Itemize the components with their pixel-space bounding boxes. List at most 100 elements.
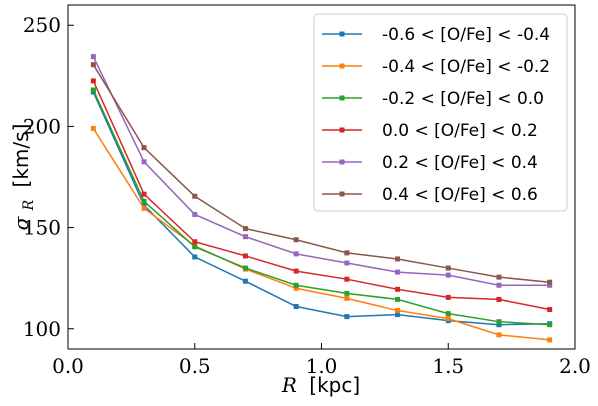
series-line xyxy=(92,80,550,311)
data-point xyxy=(547,322,553,328)
series-line xyxy=(92,89,550,326)
legend-entry: -0.4 < [O/Fe] < -0.2 xyxy=(322,57,550,77)
legend-label: 0.0 < [O/Fe] < 0.2 xyxy=(382,121,538,141)
data-point xyxy=(192,211,198,217)
y-axis-subscript: R xyxy=(21,199,37,211)
x-axis-label: R [kpc] xyxy=(281,373,360,397)
data-point xyxy=(445,294,451,300)
legend-marker xyxy=(339,95,345,101)
series-1 xyxy=(90,125,553,343)
series-line xyxy=(92,91,550,326)
data-point xyxy=(192,244,198,250)
ticks-layer: 0.0 0.5 1.0 1.5 2.0 100 150 200 250 xyxy=(23,13,591,378)
data-point xyxy=(395,286,401,292)
data-point xyxy=(293,251,299,257)
data-point xyxy=(395,312,401,318)
data-point xyxy=(547,337,553,343)
data-point xyxy=(547,279,553,285)
y-tick-label: 100 xyxy=(23,317,61,341)
data-point xyxy=(344,276,350,282)
x-axis-symbol: R xyxy=(281,373,297,397)
legend-label: 0.4 < [O/Fe] < 0.6 xyxy=(382,185,538,205)
x-tick-label: 0.0 xyxy=(52,354,84,378)
legend-label: -0.4 < [O/Fe] < -0.2 xyxy=(382,57,550,77)
legend-entry: -0.2 < [O/Fe] < 0.0 xyxy=(322,89,544,109)
series-2 xyxy=(90,87,553,328)
data-point xyxy=(344,295,350,301)
series-3 xyxy=(90,78,553,313)
data-point xyxy=(293,268,299,274)
x-axis-unit: [kpc] xyxy=(309,373,360,397)
data-point xyxy=(496,274,502,280)
data-point xyxy=(90,78,96,84)
data-point xyxy=(395,256,401,262)
legend-label: -0.6 < [O/Fe] < -0.4 xyxy=(382,25,550,45)
y-axis-symbol: σ xyxy=(9,215,33,230)
data-point xyxy=(344,260,350,266)
series-5 xyxy=(90,62,553,285)
legend-marker xyxy=(339,31,345,37)
data-point xyxy=(192,193,198,199)
y-tick-label: 250 xyxy=(23,13,61,37)
data-point xyxy=(445,316,451,322)
data-point xyxy=(141,198,147,204)
data-point xyxy=(293,304,299,310)
data-point xyxy=(496,319,502,325)
y-axis-unit: [km/s] xyxy=(9,124,33,188)
x-tick-label: 0.5 xyxy=(179,354,211,378)
data-point xyxy=(496,332,502,338)
legend-entry: -0.6 < [O/Fe] < -0.4 xyxy=(322,25,550,45)
data-point xyxy=(90,62,96,68)
y-axis-label: σ R [km/s] xyxy=(9,124,38,231)
data-point xyxy=(242,226,248,232)
data-point xyxy=(90,125,96,131)
data-point xyxy=(293,285,299,291)
data-point xyxy=(242,234,248,240)
data-point xyxy=(192,254,198,260)
data-point xyxy=(496,322,502,328)
series-layer xyxy=(90,54,553,343)
legend-marker xyxy=(339,191,345,197)
legend: -0.6 < [O/Fe] < -0.4 -0.4 < [O/Fe] < -0.2… xyxy=(313,13,568,212)
y-tick-label: 150 xyxy=(23,216,61,240)
legend-entry: 0.0 < [O/Fe] < 0.2 xyxy=(322,121,538,141)
data-point xyxy=(90,54,96,60)
data-point xyxy=(192,239,198,245)
data-point xyxy=(141,159,147,165)
data-point xyxy=(344,314,350,320)
data-point xyxy=(344,290,350,296)
data-point xyxy=(90,87,96,93)
data-point xyxy=(141,202,147,208)
data-point xyxy=(141,205,147,211)
data-point xyxy=(445,265,451,271)
data-point xyxy=(547,282,553,288)
x-tick-label: 1.0 xyxy=(306,354,338,378)
data-point xyxy=(395,296,401,302)
legend-marker xyxy=(339,63,345,69)
data-point xyxy=(445,311,451,317)
data-point xyxy=(547,307,553,313)
series-4 xyxy=(90,54,553,288)
data-point xyxy=(242,253,248,259)
data-point xyxy=(242,278,248,284)
data-point xyxy=(496,282,502,288)
data-point xyxy=(395,269,401,275)
legend-box xyxy=(313,13,568,212)
legend-entry: 0.2 < [O/Fe] < 0.4 xyxy=(322,153,538,173)
data-point xyxy=(496,296,502,302)
data-point xyxy=(395,308,401,314)
legend-label: -0.2 < [O/Fe] < 0.0 xyxy=(382,89,544,109)
data-point xyxy=(445,272,451,278)
legend-marker xyxy=(339,127,345,133)
data-point xyxy=(293,237,299,243)
series-line xyxy=(92,56,550,287)
x-tick-label: 2.0 xyxy=(559,354,591,378)
series-line xyxy=(92,128,550,341)
legend-entry: 0.4 < [O/Fe] < 0.6 xyxy=(322,185,538,205)
legend-marker xyxy=(339,159,345,165)
legend-label: 0.2 < [O/Fe] < 0.4 xyxy=(382,153,538,173)
x-tick-label: 1.5 xyxy=(432,354,464,378)
data-point xyxy=(141,191,147,197)
series-line xyxy=(92,64,550,283)
